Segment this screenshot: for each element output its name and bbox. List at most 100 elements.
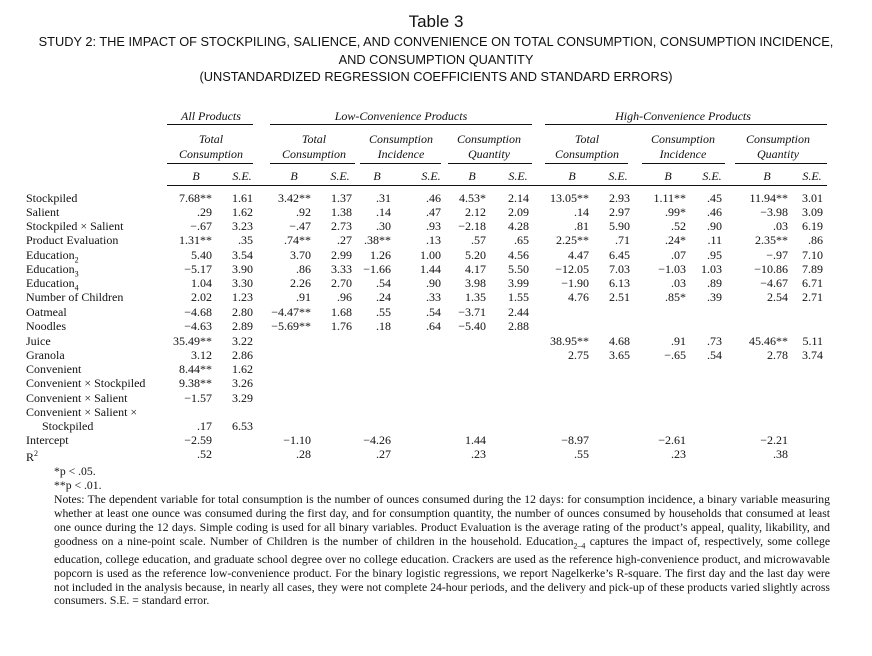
table-cell: 2.78: [767, 348, 788, 362]
table-cell: 3.09: [802, 205, 823, 219]
table-cell: −10.86: [754, 262, 788, 276]
row-label: Granola: [26, 348, 65, 362]
table-cell: 1.62: [232, 362, 253, 376]
table-cell: .03: [671, 276, 686, 290]
table-cell: 1.31**: [179, 233, 212, 247]
table-cell: .17: [197, 419, 212, 433]
table-cell: −12.05: [555, 262, 589, 276]
group-rule: [167, 124, 253, 125]
table-cell: 6.53: [232, 419, 253, 433]
table-cell: 5.20: [465, 248, 486, 262]
notes-text-b: captures the impact of, respectively, so…: [54, 534, 831, 608]
row-label: Education3: [26, 262, 79, 279]
table-cell: −4.68: [184, 305, 212, 319]
table-cell: −1.90: [561, 276, 589, 290]
table-cell: .55: [574, 447, 589, 461]
table-cell: .54: [376, 276, 391, 290]
table-cell: −2.21: [760, 433, 788, 447]
table-cell: −.65: [664, 348, 686, 362]
table-cell: −4.63: [184, 319, 212, 333]
table-cell: .52: [197, 447, 212, 461]
table-cell: 13.05**: [550, 191, 589, 205]
table-title-line-2: AND CONSUMPTION QUANTITY: [338, 51, 534, 67]
table-cell: 1.68: [331, 305, 352, 319]
table-cell: 8.44**: [179, 362, 212, 376]
significance-note-1: *p < .05.: [54, 465, 96, 478]
column-label: S.E.: [508, 169, 528, 183]
group-header: High-Convenience Products: [615, 109, 751, 123]
table-cell: 38.95**: [550, 334, 589, 348]
table-cell: 2.80: [232, 305, 253, 319]
notes-paragraph: Notes: The dependent variable for total …: [40, 493, 830, 609]
table-cell: 3.98: [465, 276, 486, 290]
table-cell: −1.03: [658, 262, 686, 276]
table-cell: 3.01: [802, 191, 823, 205]
subheader-rule: [545, 163, 628, 164]
row-label: Oatmeal: [26, 305, 67, 319]
table-cell: .85*: [665, 290, 686, 304]
table-cell: .18: [376, 319, 391, 333]
table-cell: −.67: [190, 219, 212, 233]
row-label: Juice: [26, 334, 51, 348]
table-cell: .23: [671, 447, 686, 461]
table-notes: *p < .05. **p < .01. Notes: The dependen…: [40, 465, 830, 608]
table-cell: 3.12: [191, 348, 212, 362]
table-cell: −8.97: [561, 433, 589, 447]
table-cell: .57: [471, 233, 486, 247]
subheader-rule: [167, 163, 253, 164]
table-cell: −3.98: [760, 205, 788, 219]
notes-subscript: 2–4: [573, 540, 586, 550]
table-cell: 7.03: [609, 262, 630, 276]
subheader-rule: [360, 163, 441, 164]
table-cell: 4.28: [508, 219, 529, 233]
group-header: Low-Convenience Products: [334, 109, 468, 123]
table-cell: .27: [376, 447, 391, 461]
column-label: S.E.: [702, 169, 722, 183]
subheader-rule: [270, 163, 355, 164]
table-cell: .91: [296, 290, 311, 304]
table-cell: .99*: [665, 205, 686, 219]
column-label: B: [373, 169, 381, 183]
table-cell: .30: [376, 219, 391, 233]
table-cell: −4.67: [760, 276, 788, 290]
subheader-line-2: Incidence: [377, 147, 425, 161]
table-cell: .96: [337, 290, 352, 304]
table-cell: 4.76: [568, 290, 589, 304]
table-cell: .90: [426, 276, 441, 290]
table-cell: .46: [426, 191, 441, 205]
table-cell: 4.53*: [459, 191, 486, 205]
table-cell: 11.94**: [749, 191, 788, 205]
table-cell: .14: [574, 205, 589, 219]
table-cell: .33: [426, 290, 441, 304]
table-cell: 6.71: [802, 276, 823, 290]
table-cell: 4.17: [465, 262, 486, 276]
group-header: All Products: [181, 109, 241, 123]
table-cell: 3.26: [232, 376, 253, 390]
table-cell: .24: [376, 290, 391, 304]
table-cell: −2.59: [184, 433, 212, 447]
row-label: Education2: [26, 248, 79, 265]
table-cell: 2.35**: [755, 233, 788, 247]
table-cell: −2.61: [658, 433, 686, 447]
subheader-line-1: Total: [574, 132, 600, 146]
row-label: Convenient × Stockpiled: [26, 376, 146, 390]
subheader-line-2: Quantity: [468, 147, 510, 161]
table-cell: −1.10: [283, 433, 311, 447]
table-cell: .14: [376, 205, 391, 219]
table-cell: 7.89: [802, 262, 823, 276]
table-cell: .23: [471, 447, 486, 461]
column-label: B: [568, 169, 576, 183]
row-label: Intercept: [26, 433, 69, 447]
column-label: S.E.: [608, 169, 628, 183]
subheader-line-1: Consumption: [368, 132, 434, 146]
table-cell: −1.66: [363, 262, 391, 276]
subheader-line-1: Consumption: [745, 132, 811, 146]
table-cell: 2.02: [191, 290, 212, 304]
table-cell: 3.99: [508, 276, 529, 290]
table-cell: 2.09: [508, 205, 529, 219]
table-cell: −4.26: [363, 433, 391, 447]
table-cell: .90: [707, 219, 722, 233]
table-cell: .38**: [364, 233, 391, 247]
table-cell: 5.11: [802, 334, 823, 348]
row-label: Stockpiled: [26, 191, 78, 205]
